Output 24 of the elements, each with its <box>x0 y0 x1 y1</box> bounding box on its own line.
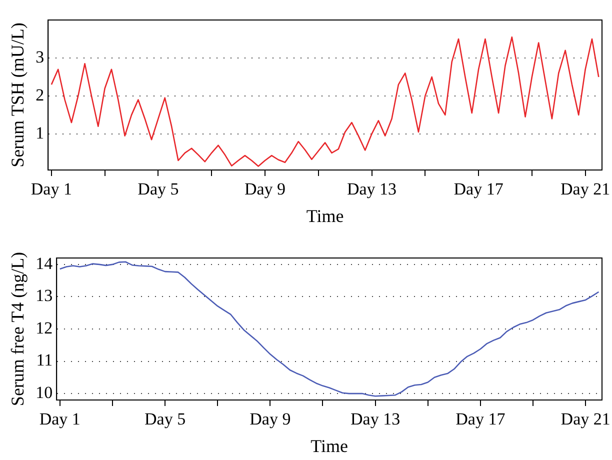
y-tick-label: 10 <box>36 383 53 402</box>
x-tick-label: Day 21 <box>560 180 610 199</box>
y-tick-label: 2 <box>36 85 44 104</box>
y-tick-label: 3 <box>36 47 44 66</box>
x-axis-title: Time <box>306 206 344 226</box>
y-axis-title: Serum free T4 (ng/L) <box>8 252 28 406</box>
x-tick-label: Day 1 <box>30 180 72 199</box>
x-tick-label: Day 17 <box>456 410 506 429</box>
x-tick-label: Day 13 <box>350 410 400 429</box>
y-tick-label: 12 <box>36 318 53 338</box>
y-tick-label: 1 <box>36 123 44 142</box>
y-tick-label: 14 <box>36 254 54 273</box>
x-tick-label: Day 13 <box>346 180 397 199</box>
x-tick-label: Day 9 <box>244 180 286 199</box>
x-tick-label: Day 5 <box>138 180 179 199</box>
x-axis-title: Time <box>310 436 348 456</box>
y-tick-label: 11 <box>36 350 53 370</box>
y-axis-title: Serum TSH (mU/L) <box>8 22 28 168</box>
x-tick-label: Day 5 <box>144 410 186 429</box>
x-tick-label: Day 9 <box>250 410 291 429</box>
y-tick-label: 13 <box>36 286 53 306</box>
x-tick-label: Day 1 <box>39 410 80 429</box>
x-tick-label: Day 17 <box>454 180 504 199</box>
x-tick-label: Day 21 <box>560 410 610 429</box>
